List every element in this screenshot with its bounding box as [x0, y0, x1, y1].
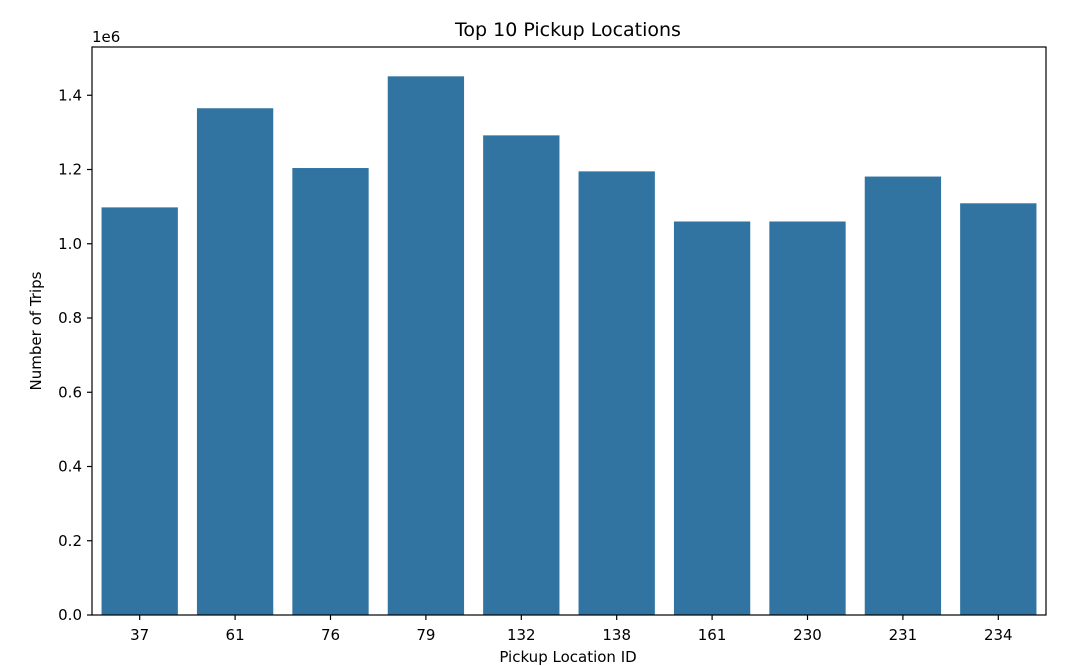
bar-230 [769, 221, 846, 616]
x-tick-label: 234 [984, 626, 1013, 644]
bar-231 [864, 176, 942, 615]
bar-132 [483, 135, 560, 616]
bars-group [101, 76, 1037, 616]
x-ticks-group: 37 61 76 79 132 138 161 230 231 234 [130, 615, 1013, 644]
y-tick-label: 0.0 [58, 606, 82, 624]
x-tick-label: 61 [226, 626, 245, 644]
x-tick-label: 76 [321, 626, 340, 644]
bar-61 [196, 108, 274, 615]
x-tick-label: 231 [889, 626, 918, 644]
x-axis-label: Pickup Location ID [499, 648, 636, 666]
y-tick-label: 0.8 [58, 309, 82, 327]
x-tick-label: 132 [507, 626, 536, 644]
y-ticks-group: 0.0 0.2 0.4 0.6 0.8 1.0 1.2 1.4 [58, 86, 92, 624]
y-tick-label: 0.4 [58, 458, 82, 476]
x-tick-label: 230 [793, 626, 822, 644]
x-tick-label: 37 [130, 626, 149, 644]
bar-138 [578, 171, 655, 615]
y-tick-label: 1.2 [58, 161, 82, 179]
x-tick-label: 161 [698, 626, 727, 644]
bar-37 [101, 207, 178, 615]
chart-title: Top 10 Pickup Locations [454, 19, 681, 41]
y-axis-label: Number of Trips [27, 271, 45, 390]
bar-161 [673, 221, 751, 616]
bar-79 [387, 76, 465, 615]
bar-234 [960, 203, 1037, 616]
y-tick-label: 0.6 [58, 383, 82, 401]
y-tick-label: 1.0 [58, 235, 82, 253]
plot-frame [91, 46, 1047, 616]
bar-76 [292, 168, 369, 615]
y-tick-label: 1.4 [58, 86, 82, 104]
y-tick-label: 0.2 [58, 532, 82, 550]
x-tick-label: 138 [602, 626, 631, 644]
x-tick-label: 79 [416, 626, 435, 644]
y-offset-label: 1e6 [92, 28, 120, 46]
